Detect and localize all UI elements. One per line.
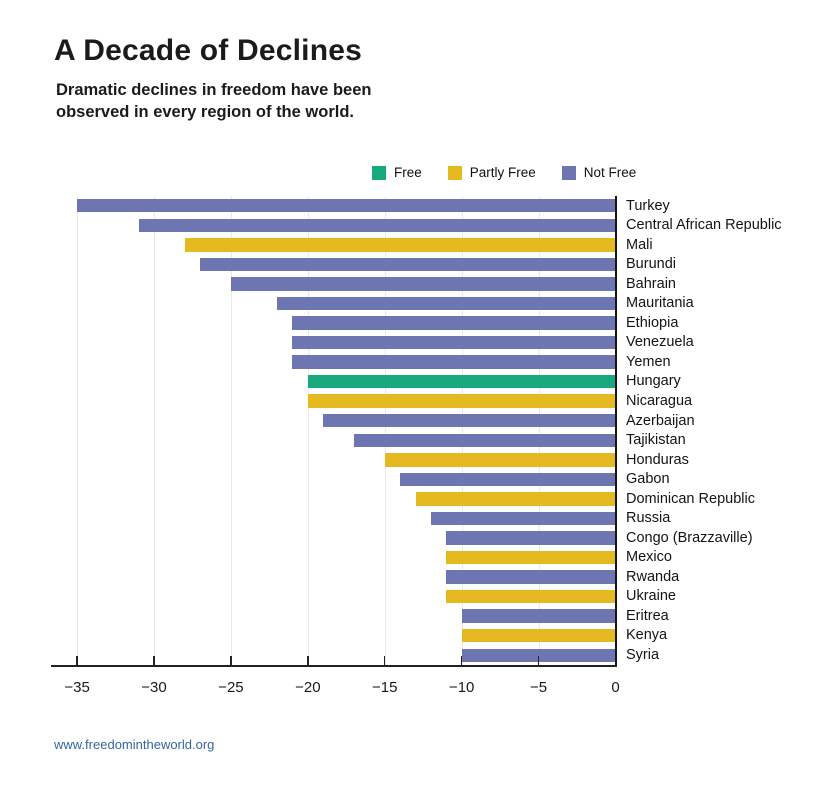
bar-burundi (200, 257, 616, 272)
bar-mexico (446, 550, 616, 565)
x-tick-mark (537, 656, 540, 665)
gridline-5 (538, 196, 540, 665)
country-label-dominican-republic: Dominican Republic (626, 490, 755, 507)
gridline-25 (230, 196, 232, 665)
country-label-mexico: Mexico (626, 549, 672, 566)
bar-bahrain (230, 277, 616, 291)
country-label-mali: Mali (626, 236, 653, 253)
country-label-venezuela: Venezuela (626, 334, 694, 351)
bar-rwanda (446, 570, 616, 584)
x-tick-label: −20 (295, 679, 321, 696)
legend-swatch-free (372, 165, 386, 180)
bar-venezuela (292, 335, 616, 350)
country-label-honduras: Honduras (626, 451, 689, 468)
footer-link[interactable]: www.freedomintheworld.org (54, 737, 215, 752)
legend-label: Free (394, 165, 422, 180)
x-tick-label: −15 (372, 679, 398, 696)
gridline-10 (461, 196, 463, 665)
bar-congo-brazzaville (446, 531, 616, 545)
bar-mali (184, 238, 616, 252)
gridline-30 (153, 196, 155, 665)
country-label-nicaragua: Nicaragua (626, 392, 693, 409)
bar-gabon (400, 472, 616, 487)
gridline-15 (384, 196, 386, 665)
x-tick-mark (76, 656, 78, 665)
country-label-burundi: Burundi (626, 256, 676, 273)
bar-kenya (461, 628, 616, 643)
bar-turkey (77, 199, 616, 213)
country-label-hungary: Hungary (626, 373, 681, 390)
country-label-congo-brazzaville: Congo (Brazzaville) (626, 529, 753, 546)
bar-honduras (384, 453, 616, 467)
country-label-azerbaijan: Azerbaijan (626, 412, 695, 429)
legend-item-not-free: Not Free (561, 165, 637, 180)
country-label-tajikistan: Tajikistan (626, 432, 686, 449)
x-tick-mark (307, 656, 309, 665)
chart-subtitle: Dramatic declines in freedom have been o… (56, 79, 371, 123)
bar-ethiopia (292, 316, 616, 330)
x-tick-mark (153, 656, 155, 665)
legend-swatch-partly-free (447, 165, 462, 180)
country-label-turkey: Turkey (626, 197, 670, 214)
country-label-russia: Russia (626, 510, 671, 527)
bar-dominican-republic (415, 492, 616, 506)
bar-tajikistan (353, 433, 616, 447)
page-title: A Decade of Declines (54, 34, 362, 67)
bar-hungary (307, 374, 616, 389)
legend-swatch-not-free (561, 165, 576, 180)
country-label-kenya: Kenya (626, 627, 668, 644)
legend-item-free: Free (372, 165, 422, 180)
bar-ukraine (446, 589, 616, 604)
zero-axis-line (615, 196, 617, 665)
bar-nicaragua (307, 394, 616, 408)
legend-item-partly-free: Partly Free (447, 165, 536, 180)
gridline-35 (77, 196, 79, 665)
x-tick-mark (460, 656, 463, 665)
country-label-eritrea: Eritrea (626, 607, 669, 624)
bar-azerbaijan (323, 414, 616, 428)
legend-label: Not Free (583, 165, 637, 180)
x-tick-label: −5 (530, 679, 548, 696)
legend: Free Partly Free Not Free (372, 165, 636, 180)
x-axis-line (51, 665, 617, 667)
country-label-yemen: Yemen (626, 353, 671, 370)
bar-russia (430, 511, 616, 526)
bar-mauritania (277, 296, 616, 311)
legend-label: Partly Free (469, 165, 536, 180)
country-label-ukraine: Ukraine (626, 588, 676, 605)
bar-syria (461, 648, 616, 662)
x-tick-label: −30 (141, 679, 167, 696)
subtitle-line-1: Dramatic declines in freedom have been (56, 81, 372, 99)
bar-yemen (292, 355, 616, 369)
x-tick-mark (230, 656, 232, 665)
x-tick-label: −25 (218, 679, 244, 696)
x-tick-label: −35 (64, 679, 90, 696)
bar-chart: −35 −30 −25 −20 −15 −10 −5 0 Turkey Central Afric… (51, 196, 782, 696)
country-label-ethiopia: Ethiopia (626, 314, 679, 331)
country-label-mauritania: Mauritania (626, 295, 694, 312)
country-label-gabon: Gabon (626, 471, 670, 488)
country-label-central-african-republic: Central African Republic (626, 217, 782, 234)
bar-eritrea (461, 609, 616, 623)
country-label-rwanda: Rwanda (626, 568, 680, 585)
gridline-20 (307, 196, 309, 665)
country-label-syria: Syria (626, 647, 660, 664)
subtitle-line-2: observed in every region of the world. (56, 103, 354, 121)
bar-central-african-republic (138, 218, 616, 232)
x-tick-label: 0 (611, 679, 620, 696)
country-label-bahrain: Bahrain (626, 275, 676, 292)
x-tick-mark (383, 656, 386, 665)
x-tick-label: −10 (448, 679, 475, 696)
